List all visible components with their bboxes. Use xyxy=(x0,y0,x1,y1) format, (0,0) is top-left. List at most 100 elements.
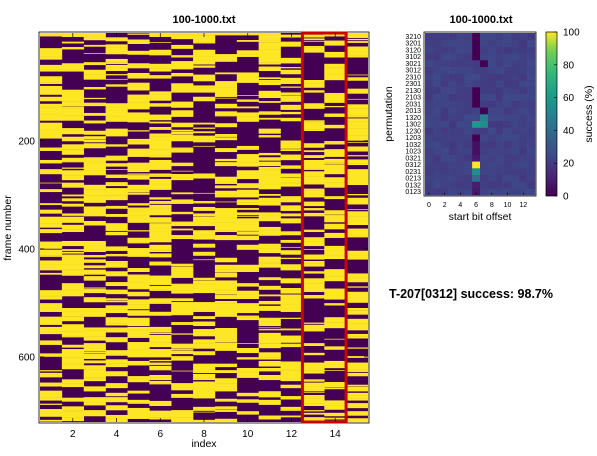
main-heatmap-cell xyxy=(83,170,106,176)
main-heatmap-cell xyxy=(280,361,303,367)
main-heatmap-cell xyxy=(214,176,238,182)
main-heatmap-cell xyxy=(149,218,172,223)
perm-heatmap-cell xyxy=(527,87,536,95)
main-heatmap-cell xyxy=(193,60,216,65)
perm-heatmap-cell xyxy=(456,174,465,182)
perm-heatmap-cell xyxy=(464,87,473,95)
main-heatmap-cell xyxy=(61,251,85,254)
main-heatmap-cell xyxy=(236,159,259,163)
perm-heatmap-cell xyxy=(425,147,434,155)
main-heatmap-cell xyxy=(40,118,63,121)
perm-heatmap-cell xyxy=(527,120,536,128)
perm-heatmap-cell xyxy=(425,161,434,169)
main-heatmap-cell xyxy=(302,324,325,326)
main-heatmap-cell xyxy=(236,212,259,216)
perm-x-tick-label: 2 xyxy=(443,202,447,209)
main-heatmap-cell xyxy=(83,143,106,149)
colorbar: 0 20 40 60 80 100 success (%) xyxy=(545,28,595,203)
perm-heatmap-cell xyxy=(456,141,465,149)
main-heatmap-cell xyxy=(127,72,150,77)
main-heatmap-cell xyxy=(127,138,150,142)
main-heatmap-cell xyxy=(127,94,150,100)
main-heatmap-cell xyxy=(171,199,194,204)
main-heatmap-cell xyxy=(171,235,194,238)
main-heatmap-cell xyxy=(236,231,259,235)
perm-heatmap-cell xyxy=(440,53,449,61)
main-heatmap-cell xyxy=(171,271,194,276)
perm-y-tick-label: 3021 xyxy=(405,61,421,68)
main-heatmap-cell xyxy=(258,170,281,175)
main-heatmap-cell xyxy=(171,357,194,361)
perm-y-tick-label: 3201 xyxy=(405,41,421,48)
main-heatmap-cell xyxy=(280,257,303,260)
main-heatmap-cell xyxy=(149,339,172,343)
main-heatmap-cell xyxy=(127,218,150,223)
main-heatmap-cell xyxy=(149,208,172,211)
perm-heatmap-cell xyxy=(527,174,536,182)
perm-heatmap-cell xyxy=(487,100,497,108)
main-heatmap-cell xyxy=(346,211,369,213)
perm-heatmap-cell xyxy=(456,168,465,176)
perm-heatmap-cell xyxy=(527,141,536,149)
main-heatmap-cell xyxy=(214,418,238,423)
main-heatmap-cell xyxy=(193,316,216,320)
perm-y-tick-label: 1032 xyxy=(405,142,421,149)
main-heatmap-cell xyxy=(61,149,85,151)
main-heatmap-cell xyxy=(302,343,325,347)
main-heatmap-cell xyxy=(193,221,216,226)
perm-heatmap-cell xyxy=(519,147,528,155)
main-heatmap-cell xyxy=(171,419,194,423)
main-heatmap-cell xyxy=(61,150,85,155)
main-heatmap-cell xyxy=(324,276,347,282)
main-heatmap-cell xyxy=(105,116,128,122)
main-heatmap-cell xyxy=(258,166,281,170)
perm-heatmap-cell xyxy=(464,127,473,135)
main-heatmap-cell xyxy=(61,161,85,163)
main-heatmap-cell xyxy=(302,188,325,191)
main-heatmap-cell xyxy=(127,171,150,173)
main-heatmap-cell xyxy=(105,394,128,397)
main-heatmap-cell xyxy=(236,112,259,117)
main-heatmap-cell xyxy=(346,88,369,94)
main-heatmap-cell xyxy=(280,143,303,147)
perm-heatmap-cell xyxy=(425,154,434,162)
main-heatmap-cell xyxy=(127,399,150,404)
main-heatmap-cell xyxy=(83,245,106,247)
main-heatmap-cell xyxy=(258,185,281,190)
main-heatmap-cell xyxy=(280,378,303,382)
main-heatmap-cell xyxy=(171,33,194,35)
perm-heatmap-cell xyxy=(519,39,528,47)
main-heatmap-cell xyxy=(236,392,259,397)
main-heatmap-cell xyxy=(40,319,63,325)
main-heatmap-cell xyxy=(302,417,325,422)
main-heatmap-cell xyxy=(324,54,347,58)
main-heatmap-cell xyxy=(258,102,281,103)
main-heatmap-cell xyxy=(83,206,106,212)
perm-heatmap-cell xyxy=(448,53,457,61)
main-heatmap-cell xyxy=(280,304,303,309)
perm-heatmap-cell xyxy=(456,181,465,189)
main-heatmap-cell xyxy=(127,104,150,110)
perm-heatmap-cell xyxy=(432,161,442,169)
main-heatmap-cell xyxy=(236,170,259,175)
perm-heatmap-cell xyxy=(425,120,434,128)
main-heatmap-cell xyxy=(214,97,238,99)
perm-heatmap-cell xyxy=(487,46,497,54)
main-heatmap-cell xyxy=(346,232,369,236)
main-heatmap-cell xyxy=(83,97,106,100)
perm-y-tick-label: 0213 xyxy=(405,176,421,183)
main-heatmap-cell xyxy=(346,347,369,349)
main-heatmap-cell xyxy=(40,48,63,53)
main-heatmap-cell xyxy=(149,362,172,365)
main-heatmap-cell xyxy=(302,261,325,264)
main-heatmap-cell xyxy=(346,155,369,156)
main-heatmap-cell xyxy=(105,58,128,63)
perm-heatmap-cell xyxy=(495,168,504,176)
main-heatmap-cell xyxy=(40,122,63,126)
main-heatmap-cell xyxy=(346,403,369,409)
main-heatmap-cell xyxy=(280,165,303,169)
main-heatmap-cell xyxy=(83,259,106,261)
perm-heatmap-cell xyxy=(527,188,536,196)
main-heatmap-cell xyxy=(40,110,63,115)
